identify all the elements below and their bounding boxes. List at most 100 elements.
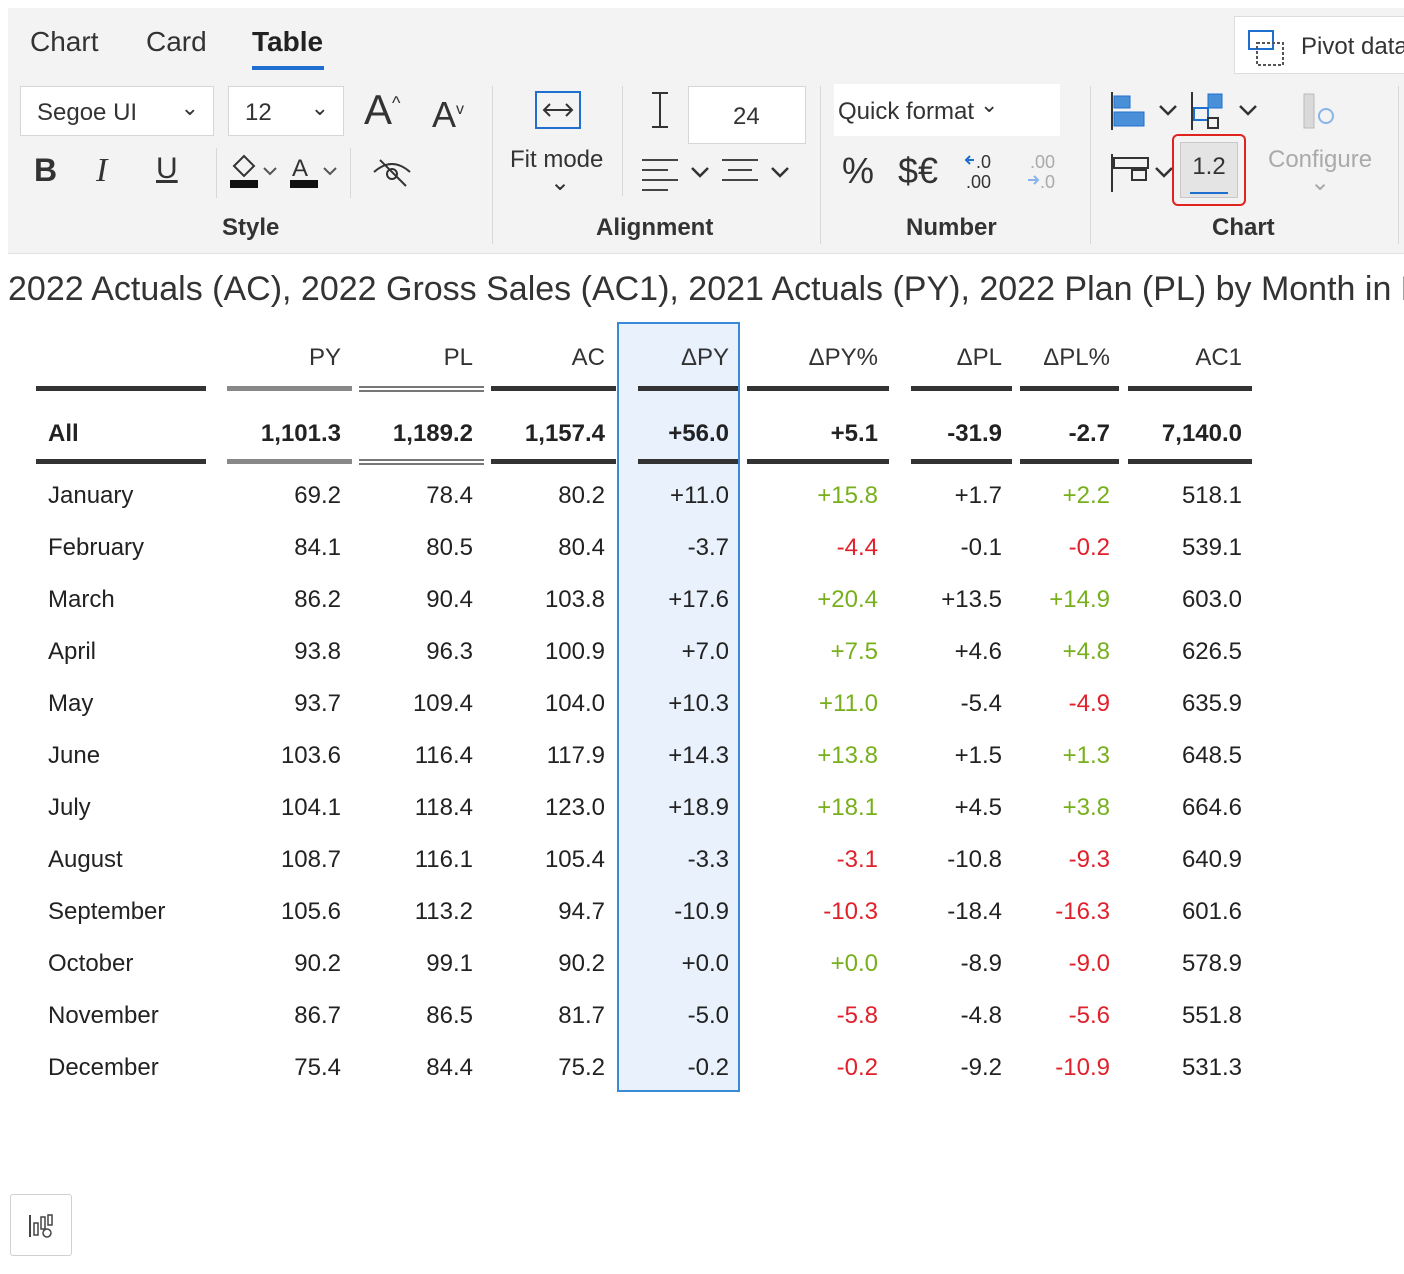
table-cell[interactable]: -3.3 <box>687 846 729 873</box>
table-cell[interactable]: 539.1 <box>1181 534 1242 561</box>
table-cell[interactable]: +4.8 <box>1062 638 1110 665</box>
table-cell[interactable]: 90.2 <box>294 950 341 977</box>
table-cell[interactable]: 86.5 <box>426 1002 473 1029</box>
table-cell[interactable]: 75.2 <box>558 1054 605 1081</box>
bold-button[interactable]: B <box>34 152 58 188</box>
quick-format-dropdown[interactable]: Quick format ⌄ <box>834 84 1060 136</box>
table-cell[interactable]: 103.6 <box>280 742 341 769</box>
table-cell[interactable]: 118.4 <box>414 794 473 821</box>
table-cell[interactable]: -4.8 <box>960 1002 1002 1029</box>
table-cell[interactable]: -4.4 <box>836 534 878 561</box>
table-cell[interactable]: +3.8 <box>1062 794 1110 821</box>
table-cell[interactable]: 648.5 <box>1181 742 1242 769</box>
table-cell[interactable]: -5.8 <box>836 1002 878 1029</box>
table-cell[interactable]: 99.1 <box>426 950 473 977</box>
table-cell[interactable]: 116.1 <box>414 846 473 873</box>
italic-button[interactable]: I <box>96 152 108 189</box>
table-cell[interactable]: +0.0 <box>830 950 878 977</box>
table-cell[interactable]: -5.0 <box>687 1002 729 1029</box>
table-cell[interactable]: +4.5 <box>954 794 1002 821</box>
waterfall-layout-icon[interactable] <box>1188 90 1268 132</box>
column-header[interactable]: PY <box>308 344 341 371</box>
table-cell[interactable]: +11.0 <box>819 690 878 717</box>
row-height-input[interactable]: 24 <box>688 86 806 144</box>
table-cell[interactable]: +14.9 <box>1049 586 1110 613</box>
table-cell[interactable]: -9.0 <box>1068 950 1110 977</box>
column-header[interactable]: ΔPL <box>956 344 1002 371</box>
increase-decimal-icon[interactable]: .00 .0 <box>1024 150 1064 192</box>
table-cell[interactable]: 93.8 <box>294 638 341 665</box>
column-header[interactable]: AC <box>571 344 605 371</box>
table-cell[interactable]: -9.2 <box>960 1054 1002 1081</box>
table-cell[interactable]: 80.4 <box>558 534 605 561</box>
table-cell[interactable]: +10.3 <box>668 690 729 717</box>
total-cell[interactable]: 1,189.2 <box>392 420 473 447</box>
table-cell[interactable]: 84.4 <box>426 1054 473 1081</box>
show-values-button[interactable]: 1.2 <box>1172 134 1246 206</box>
table-cell[interactable]: +18.9 <box>668 794 729 821</box>
percent-button[interactable]: % <box>842 150 875 191</box>
table-cell[interactable]: +4.6 <box>954 638 1002 665</box>
small-multiples-icon[interactable] <box>1108 152 1178 194</box>
table-cell[interactable]: +11.0 <box>670 482 729 509</box>
table-cell[interactable]: 100.9 <box>544 638 605 665</box>
table-cell[interactable]: 78.4 <box>426 482 473 509</box>
chart-settings-button[interactable] <box>10 1194 72 1256</box>
table-cell[interactable]: 635.9 <box>1181 690 1242 717</box>
total-cell[interactable]: 1,157.4 <box>524 420 605 447</box>
table-cell[interactable]: +1.3 <box>1062 742 1110 769</box>
fit-mode-button[interactable]: Fit mode <box>510 146 604 173</box>
table-cell[interactable]: -0.1 <box>960 534 1002 561</box>
table-cell[interactable]: +1.5 <box>954 742 1002 769</box>
table-cell[interactable]: +7.0 <box>681 638 729 665</box>
hide-icon[interactable] <box>370 156 414 188</box>
font-color-icon[interactable]: A <box>288 152 340 192</box>
table-cell[interactable]: 103.8 <box>544 586 605 613</box>
table-cell[interactable]: -10.9 <box>674 898 729 925</box>
total-cell[interactable]: +5.1 <box>830 420 878 447</box>
bar-chart-layout-icon[interactable] <box>1108 90 1188 132</box>
total-cell[interactable]: -2.7 <box>1068 420 1110 447</box>
pivot-data-button[interactable]: Pivot data <box>1234 16 1404 74</box>
table-cell[interactable]: +20.4 <box>817 586 878 613</box>
column-header[interactable]: ΔPY% <box>808 344 878 371</box>
table-cell[interactable]: 86.2 <box>294 586 341 613</box>
table-cell[interactable]: +0.0 <box>681 950 729 977</box>
table-cell[interactable]: 104.0 <box>544 690 605 717</box>
table-cell[interactable]: +14.3 <box>668 742 729 769</box>
align-center-icon[interactable] <box>718 154 798 194</box>
table-cell[interactable]: 80.2 <box>558 482 605 509</box>
table-cell[interactable]: +17.6 <box>668 586 729 613</box>
tab-card[interactable]: Card <box>146 26 207 57</box>
table-cell[interactable]: -0.2 <box>836 1054 878 1081</box>
table-cell[interactable]: 75.4 <box>294 1054 341 1081</box>
table-cell[interactable]: -9.3 <box>1068 846 1110 873</box>
table-cell[interactable]: +1.7 <box>954 482 1002 509</box>
table-cell[interactable]: 94.7 <box>558 898 605 925</box>
table-cell[interactable]: 113.2 <box>414 898 473 925</box>
table-cell[interactable]: 601.6 <box>1181 898 1242 925</box>
table-cell[interactable]: 84.1 <box>294 534 341 561</box>
table-cell[interactable]: 640.9 <box>1181 846 1242 873</box>
table-cell[interactable]: 80.5 <box>426 534 473 561</box>
column-header[interactable]: ΔPY <box>680 344 729 371</box>
decrease-decimal-icon[interactable]: .0 .00 <box>962 150 1002 192</box>
table-cell[interactable]: 578.9 <box>1181 950 1242 977</box>
increase-font-size-icon[interactable]: A^ <box>364 86 401 133</box>
table-cell[interactable]: -5.4 <box>960 690 1002 717</box>
table-cell[interactable]: 551.8 <box>1181 1002 1242 1029</box>
table-cell[interactable]: +13.8 <box>817 742 878 769</box>
table-cell[interactable]: 86.7 <box>294 1002 341 1029</box>
font-size-dropdown[interactable]: 12 ⌄ <box>228 86 344 136</box>
table-cell[interactable]: 90.2 <box>558 950 605 977</box>
table-cell[interactable]: -18.4 <box>947 898 1002 925</box>
configure-button[interactable]: Configure <box>1268 146 1373 173</box>
table-cell[interactable]: 531.3 <box>1181 1054 1242 1081</box>
table-cell[interactable]: -3.1 <box>836 846 878 873</box>
total-cell[interactable]: -31.9 <box>947 420 1002 447</box>
font-family-dropdown[interactable]: Segoe UI ⌄ <box>20 86 214 136</box>
table-cell[interactable]: +18.1 <box>817 794 878 821</box>
table-cell[interactable]: 96.3 <box>426 638 473 665</box>
table-cell[interactable]: -0.2 <box>687 1054 729 1081</box>
table-cell[interactable]: 93.7 <box>294 690 341 717</box>
